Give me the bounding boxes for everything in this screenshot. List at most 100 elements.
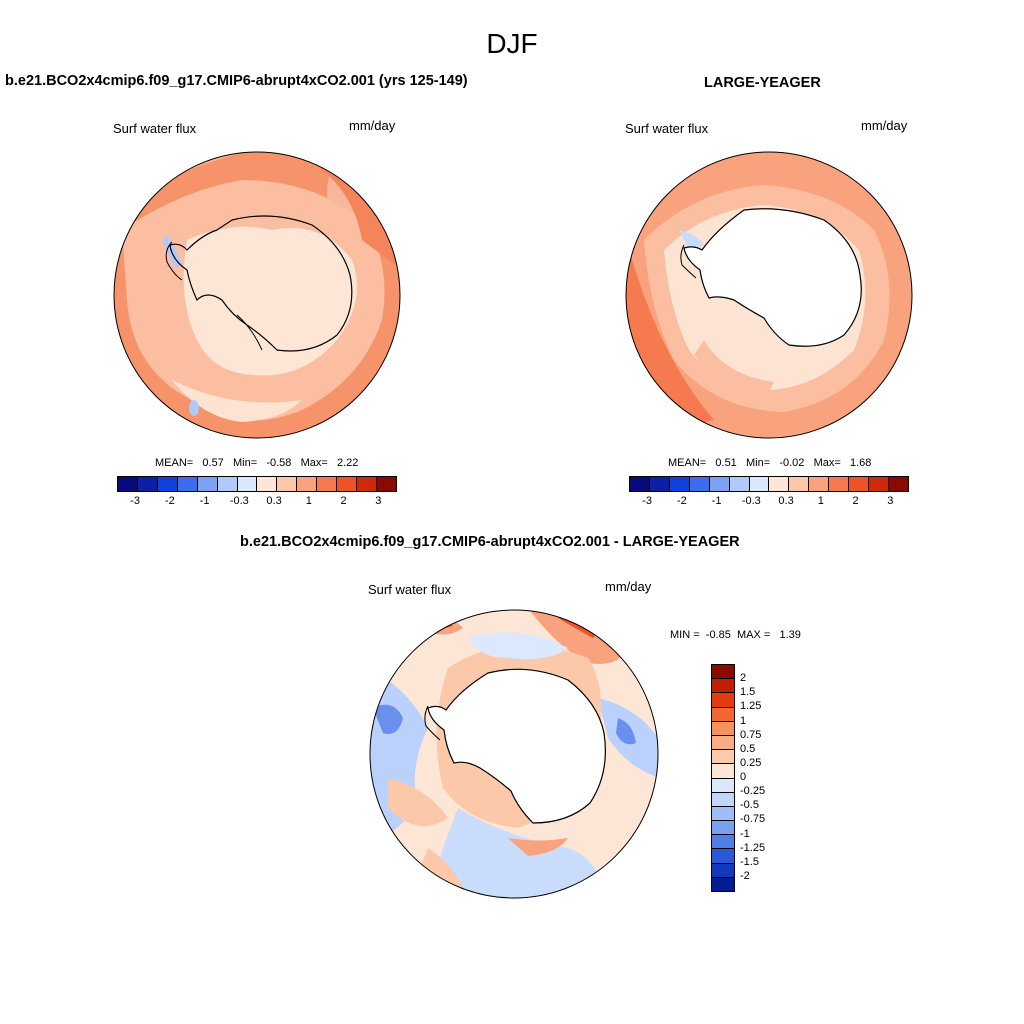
colorbar-tick-label: -0.3 (229, 495, 249, 507)
colorbar-tick-label: -3 (642, 495, 652, 507)
colorbar-tick-label: -0.5 (740, 799, 759, 812)
colorbar-tick-label: 0.3 (778, 495, 794, 507)
right-panel-title: LARGE-YEAGER (704, 75, 821, 91)
colorbar-box (118, 477, 138, 491)
colorbar-tick-label: 1 (740, 714, 747, 727)
left-colorbar (117, 476, 397, 492)
colorbar-box (809, 477, 830, 491)
colorbar-box (712, 806, 734, 822)
colorbar-tick-label: -0.3 (741, 495, 761, 507)
colorbar-box (137, 477, 158, 491)
diff-variable-label: Surf water flux (368, 582, 452, 597)
colorbar-box (197, 477, 218, 491)
colorbar-tick-label: 2 (852, 495, 859, 507)
right-units-label: mm/day (861, 118, 908, 133)
colorbar-box (357, 477, 377, 491)
colorbar-box (277, 477, 298, 491)
right-mean-label: MEAN= (668, 457, 707, 469)
left-colorbar-ticks: -3 -2 -1 -0.3 0.3 1 2 3 (117, 495, 395, 511)
colorbar-box (712, 835, 734, 850)
colorbar-box (712, 778, 734, 793)
right-stats: MEAN= 0.51 Min= -0.02 Max= 1.68 (668, 457, 871, 469)
diff-max-value: 1.39 (779, 629, 801, 641)
colorbar-box (257, 477, 278, 491)
left-variable-label: Surf water flux (113, 121, 197, 136)
colorbar-box (712, 707, 734, 722)
left-min-value: -0.58 (266, 457, 292, 469)
colorbar-box (712, 721, 734, 736)
colorbar-tick-label: -1 (740, 827, 750, 840)
colorbar-box (712, 679, 734, 694)
colorbar-tick-label: -1.5 (740, 855, 759, 868)
right-max-value: 1.68 (849, 457, 872, 469)
right-variable-label: Surf water flux (625, 121, 709, 136)
left-panel-title: b.e21.BCO2x4cmip6.f09_g17.CMIP6-abrupt4x… (5, 73, 468, 89)
diff-max-label: MAX = (736, 629, 771, 641)
diff-min-value: -0.85 (705, 629, 731, 641)
left-max-value: 2.22 (336, 457, 359, 469)
colorbar-box (689, 477, 710, 491)
colorbar-box (712, 764, 734, 779)
colorbar-tick-label: 0.5 (740, 742, 756, 755)
colorbar-box (712, 877, 734, 891)
colorbar-box (376, 477, 396, 491)
colorbar-tick-label: -2 (740, 869, 750, 882)
left-min-label: Min= (232, 457, 258, 469)
colorbar-tick-label: 2 (340, 495, 347, 507)
colorbar-box (888, 477, 908, 491)
colorbar-box (712, 792, 734, 807)
diff-colorbar-ticks: 2 1.5 1.25 1 0.75 0.5 0.25 0 -0.25 -0.5 -0.75 -1 -1.… (740, 664, 780, 890)
colorbar-tick-label: -0.25 (740, 785, 766, 798)
colorbar-box (712, 735, 734, 751)
colorbar-box (630, 477, 650, 491)
diff-min-label: MIN = (670, 629, 700, 641)
right-max-label: Max= (813, 457, 841, 469)
diff-colorbar (711, 664, 735, 892)
colorbar-tick-label: 1.5 (740, 686, 756, 699)
right-min-value: -0.02 (779, 457, 805, 469)
colorbar-box (849, 477, 870, 491)
colorbar-tick-label: 3 (375, 495, 382, 507)
colorbar-box (712, 750, 734, 765)
right-mean-value: 0.51 (715, 457, 737, 469)
colorbar-box (712, 863, 734, 878)
left-stats: MEAN= 0.57 Min= -0.58 Max= 2.22 (155, 457, 358, 469)
colorbar-box (157, 477, 178, 491)
colorbar-box (297, 477, 318, 491)
colorbar-box (337, 477, 358, 491)
colorbar-box (712, 821, 734, 836)
right-colorbar-ticks: -3 -2 -1 -0.3 0.3 1 2 3 (629, 495, 907, 511)
colorbar-tick-label: -2 (676, 495, 687, 507)
colorbar-box (789, 477, 810, 491)
colorbar-tick-label: -1 (199, 495, 210, 507)
colorbar-tick-label: 1 (817, 495, 824, 507)
left-polar-map (113, 151, 401, 439)
right-min-label: Min= (745, 457, 771, 469)
left-max-label: Max= (300, 457, 328, 469)
left-units-label: mm/day (349, 118, 396, 133)
colorbar-box (869, 477, 889, 491)
diff-units-label: mm/day (605, 579, 652, 594)
colorbar-tick-label: -1.25 (740, 841, 766, 854)
colorbar-box (669, 477, 690, 491)
colorbar-tick-label: 0.25 (740, 756, 762, 769)
colorbar-tick-label: 1.25 (740, 700, 762, 713)
colorbar-box (709, 477, 730, 491)
colorbar-box (729, 477, 750, 491)
colorbar-tick-label: -0.75 (740, 813, 766, 826)
colorbar-tick-label: -1 (711, 495, 722, 507)
colorbar-box (712, 693, 734, 708)
colorbar-tick-label: 0.75 (740, 728, 762, 741)
colorbar-tick-label: -3 (130, 495, 140, 507)
left-mean-value: 0.57 (202, 457, 224, 469)
diff-stats: MIN = -0.85 MAX = 1.39 (670, 629, 801, 641)
colorbar-box (749, 477, 770, 491)
colorbar-box (177, 477, 198, 491)
colorbar-box (317, 477, 338, 491)
colorbar-box (769, 477, 790, 491)
diff-polar-map (369, 609, 659, 899)
colorbar-tick-label: 3 (887, 495, 894, 507)
colorbar-box (217, 477, 238, 491)
colorbar-tick-label: 0 (740, 771, 747, 783)
colorbar-tick-label: 0.3 (266, 495, 282, 507)
